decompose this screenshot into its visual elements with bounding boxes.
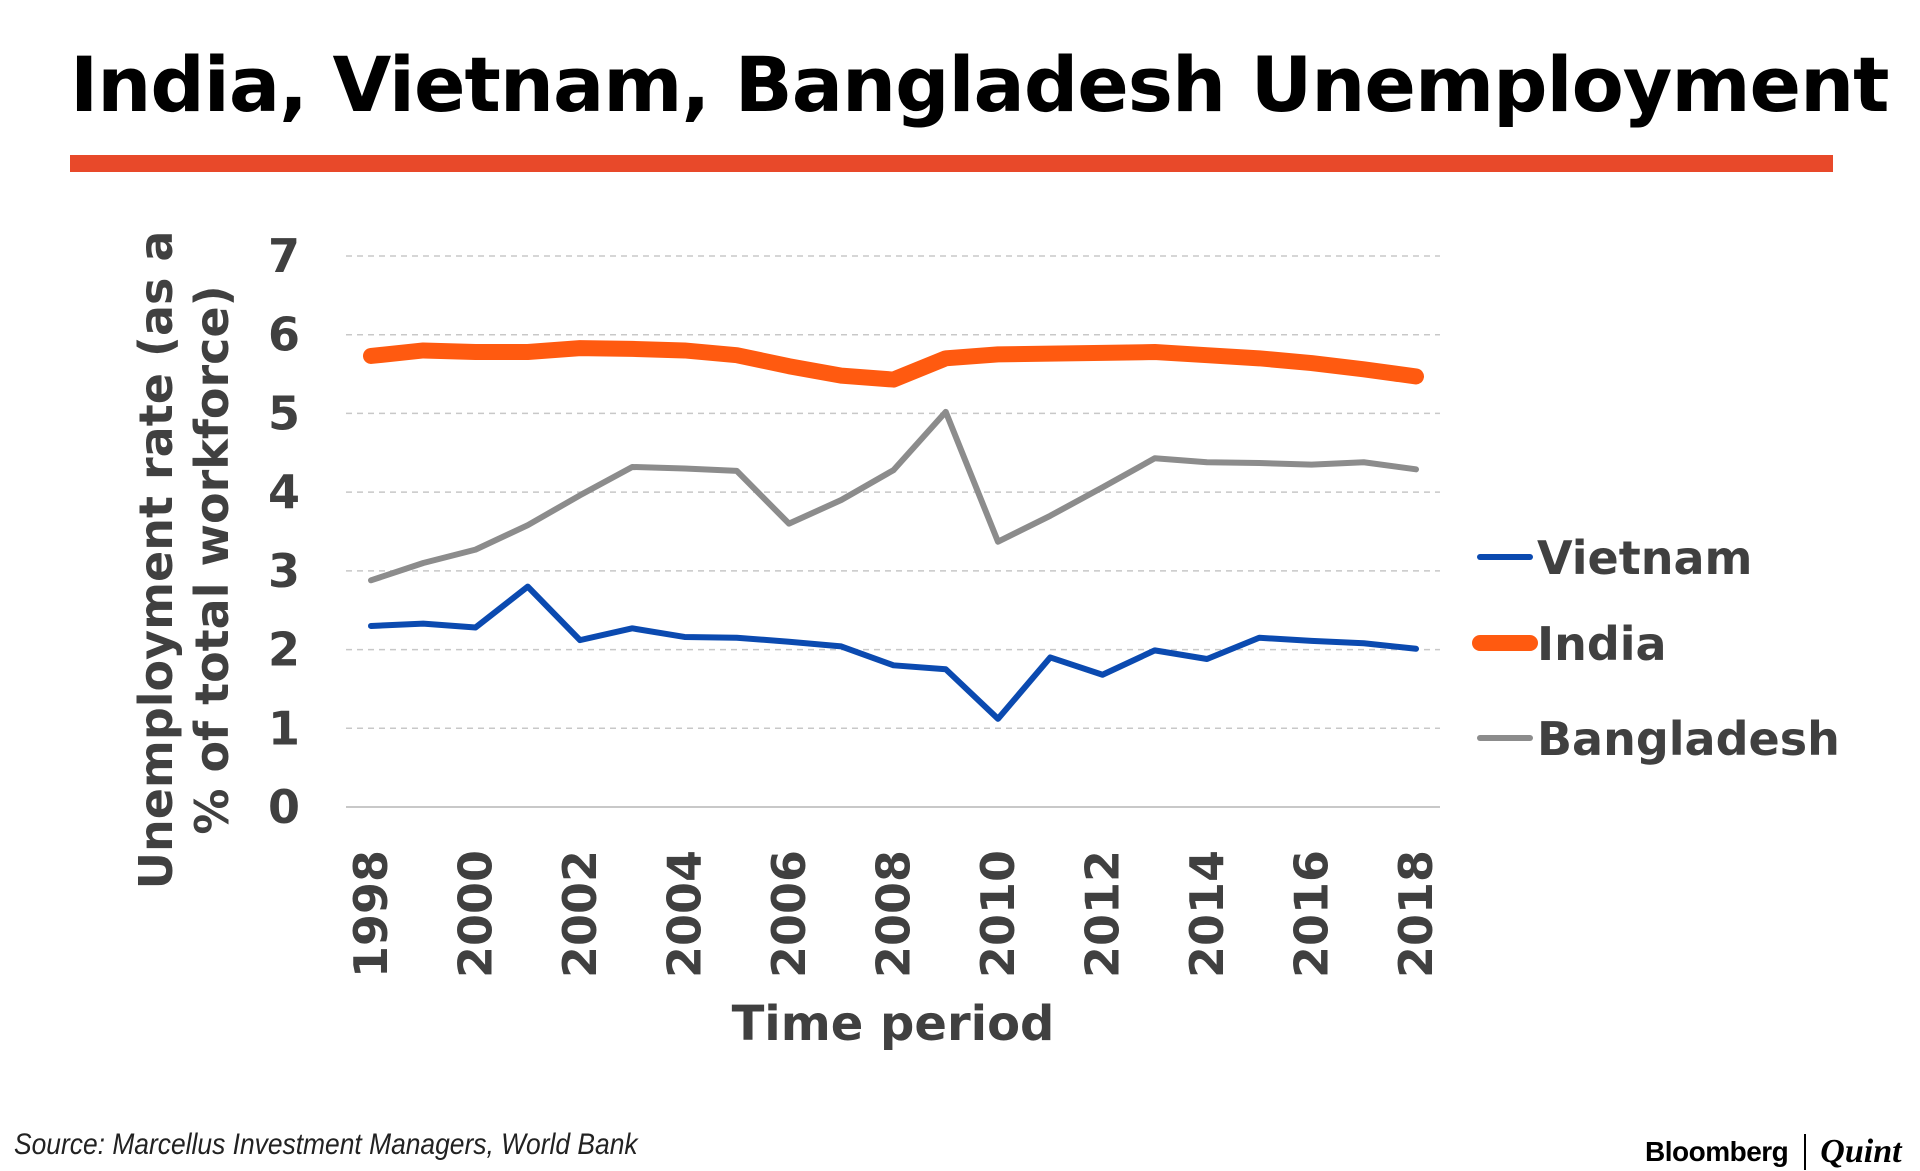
source-note: Source: Marcellus Investment Managers, W…	[14, 1128, 638, 1161]
series-line-bangladesh	[368, 408, 1419, 584]
x-tick-label: 2000	[449, 850, 503, 978]
x-axis-title: Time period	[732, 996, 1055, 1052]
y-tick-label: 0	[268, 780, 300, 834]
y-axis-title: Unemployment rate (as a% of total workfo…	[129, 231, 239, 890]
x-tick-label: 2016	[1285, 850, 1339, 978]
grid-lines	[346, 255, 1440, 730]
x-tick-label: 2018	[1389, 850, 1443, 978]
series-line-india	[363, 340, 1424, 388]
legend-label-bangladesh: Bangladesh	[1537, 712, 1840, 766]
series-line-vietnam	[368, 583, 1419, 722]
y-tick-label: 1	[268, 701, 300, 755]
x-tick-label: 2002	[553, 850, 607, 978]
x-tick-label: 1998	[344, 850, 398, 978]
x-tick-label: 2008	[867, 850, 921, 978]
x-tick-label: 2010	[971, 850, 1025, 978]
brand-quint: Quint	[1820, 1133, 1902, 1170]
y-tick-label: 3	[268, 544, 300, 598]
y-axis-title-line: % of total workforce)	[185, 285, 239, 834]
chart-title: India, Vietnam, Bangladesh Unemployment	[70, 40, 1890, 129]
y-tick-label: 4	[268, 465, 300, 519]
y-tick-label: 7	[268, 229, 300, 283]
x-tick-label: 2012	[1076, 850, 1130, 978]
brand-divider	[1804, 1134, 1807, 1170]
y-tick-label: 5	[268, 386, 300, 440]
y-tick-label: 6	[268, 308, 300, 362]
brand-bloomberg: Bloomberg	[1645, 1136, 1789, 1167]
x-tick-label: 2004	[658, 850, 712, 978]
legend-label-india: India	[1537, 617, 1667, 671]
axis-labels: 0 1 2 3 4 5 6 7 1998 2000 2002 2004 2006 2008 2010 2012…	[129, 229, 1443, 1052]
x-tick-label: 2006	[762, 850, 816, 978]
legend: Vietnam India Bangladesh	[1472, 531, 1840, 766]
title-underline-bar	[70, 155, 1833, 172]
y-axis-title-line: Unemployment rate (as a	[129, 231, 183, 890]
x-tick-label: 2014	[1180, 850, 1234, 978]
series-lines	[363, 340, 1424, 722]
y-tick-label: 2	[268, 623, 300, 677]
brand-logo: Bloomberg Quint	[1645, 1133, 1902, 1171]
legend-label-vietnam: Vietnam	[1537, 531, 1752, 585]
